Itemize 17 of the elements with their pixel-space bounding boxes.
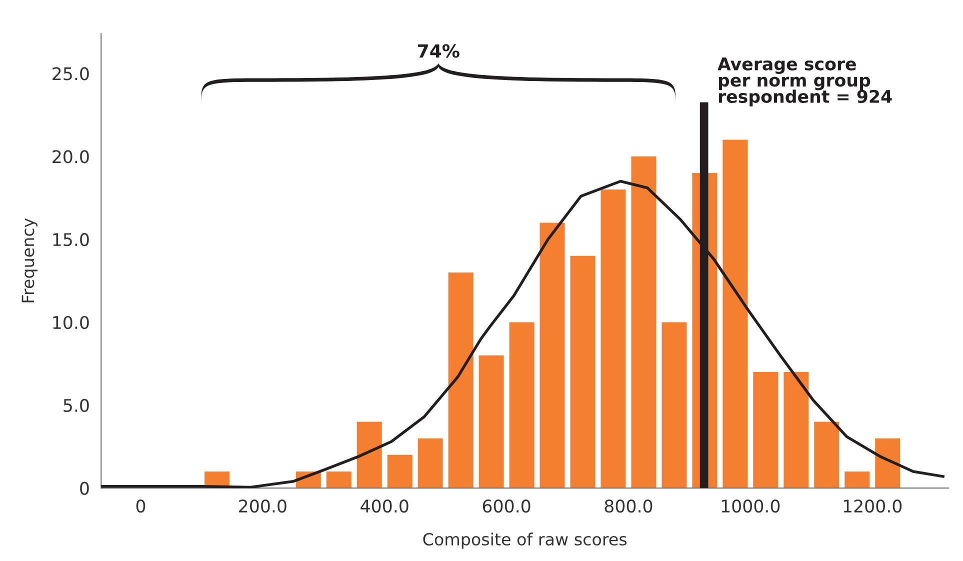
x-tick-label: 1000.0 [722, 499, 780, 513]
x-tick-label: 1200.0 [844, 499, 902, 513]
x-tick-label: 400.0 [360, 499, 408, 513]
x-tick-label: 200.0 [239, 499, 286, 513]
y-tick-label: 5.0 [64, 398, 89, 412]
y-tick-label: 20.0 [52, 150, 89, 164]
y-tick-label: 0 [80, 482, 89, 495]
y-tick-label: 10.0 [53, 316, 89, 330]
y-axis-title: Frequency [22, 218, 38, 302]
ref-line-label: Average score per norm group respondent = 924 [718, 58, 892, 106]
x-axis-title: Composite of raw scores [423, 532, 627, 549]
x-tick-label: 0 [136, 499, 146, 513]
y-tick-label: 25.0 [52, 67, 89, 80]
annotation: 74% [418, 44, 460, 58]
x-tick-label: 600.0 [482, 499, 530, 513]
y-tick-label: 15.0 [53, 233, 89, 246]
x-tick-label: 800.0 [604, 499, 652, 513]
